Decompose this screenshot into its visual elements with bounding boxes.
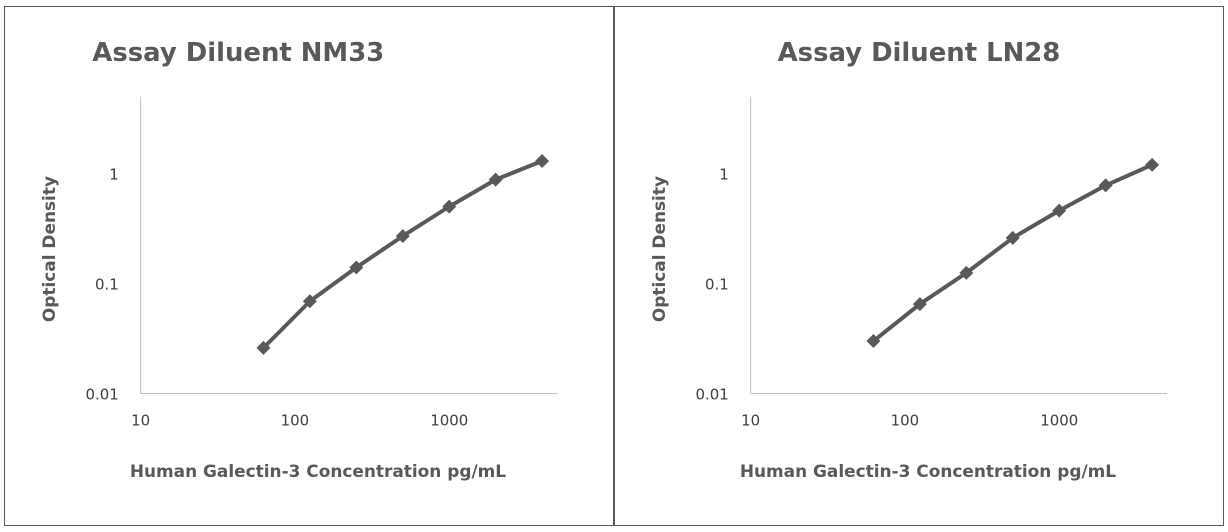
chart-panel-ln28: Assay Diluent LN28 Optical Density Human…: [614, 6, 1224, 526]
y-tick-label: 0.01: [695, 385, 728, 403]
y-tick-label: 0.1: [705, 275, 729, 293]
data-point: [1052, 203, 1067, 218]
chart-nm33: Assay Diluent NM33 Optical Density Human…: [39, 38, 558, 481]
data-point: [912, 297, 927, 312]
x-tick-label: 100: [281, 411, 310, 429]
data-point: [442, 199, 457, 214]
x-tick-label: 10: [741, 411, 760, 429]
x-axis-label: Human Galectin-3 Concentration pg/mL: [130, 461, 506, 481]
data-point: [1145, 157, 1160, 172]
chart-title: Assay Diluent LN28: [778, 38, 1061, 68]
data-point: [302, 294, 317, 309]
data-point: [959, 265, 974, 280]
y-tick-label: 1: [719, 166, 729, 184]
series-line: [262, 159, 543, 350]
y-tick-label: 0.1: [95, 275, 119, 293]
y-tick-label: 1: [109, 166, 119, 184]
data-point: [256, 340, 271, 355]
chart-panel-nm33: Assay Diluent NM33 Optical Density Human…: [4, 6, 614, 526]
series-line: [872, 162, 1153, 343]
y-tick-label: 0.01: [85, 385, 118, 403]
y-axis-label: Optical Density: [39, 176, 59, 322]
x-tick-label: 1000: [430, 411, 468, 429]
chart-title: Assay Diluent NM33: [92, 38, 384, 68]
data-point: [1005, 230, 1020, 245]
data-point: [535, 154, 550, 168]
chart-ln28: Assay Diluent LN28 Optical Density Human…: [649, 38, 1168, 481]
x-tick-label: 10: [131, 411, 150, 429]
y-axis-label: Optical Density: [649, 176, 669, 322]
data-point: [488, 172, 503, 187]
data-point: [349, 260, 364, 275]
x-axis-label: Human Galectin-3 Concentration pg/mL: [740, 461, 1116, 481]
data-point: [1098, 178, 1113, 193]
data-point: [866, 334, 881, 349]
x-tick-label: 100: [891, 411, 920, 429]
x-tick-label: 1000: [1040, 411, 1078, 429]
data-point: [395, 229, 410, 244]
